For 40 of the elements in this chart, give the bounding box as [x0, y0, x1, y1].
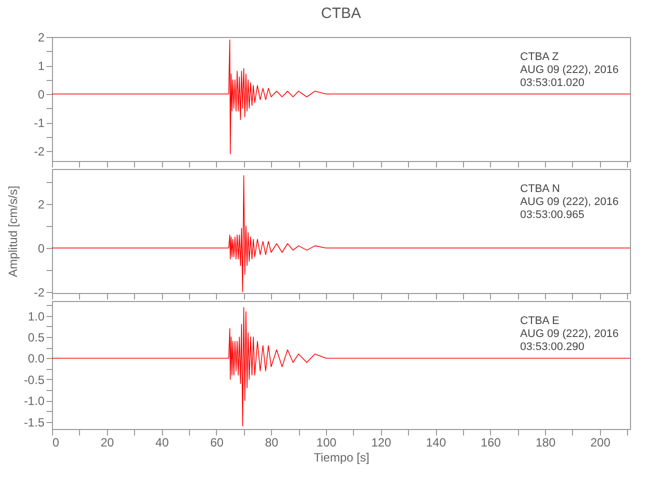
y-tick-label: -0.5 [24, 372, 45, 387]
annotation: 03:53:00.965 [520, 209, 584, 221]
x-axis-title: Tiempo [s] [314, 450, 370, 464]
x-tick-label: 0 [52, 436, 60, 450]
x-tick-label: 60 [210, 436, 224, 450]
y-tick-label: 2 [38, 198, 45, 212]
y-tick-label: 0.5 [28, 330, 45, 345]
y-tick-label: 2 [38, 30, 45, 44]
line-series [52, 175, 630, 292]
line-series [52, 39, 630, 154]
annotation: CTBA Z [520, 51, 559, 63]
y-axis-title: Amplitud [cm/s/s] [6, 186, 20, 278]
y-tick-label: 0 [38, 242, 45, 256]
annotation: 03:53:01.020 [520, 77, 584, 89]
y-tick-label: -2 [34, 285, 45, 300]
annotation: AUG 09 (222), 2016 [520, 196, 619, 208]
annotation: AUG 09 (222), 2016 [520, 328, 619, 340]
y-tick-label: -1.5 [24, 415, 45, 430]
y-tick-label: 0 [38, 88, 45, 102]
x-tick-label: 100 [316, 436, 337, 450]
y-tick-label: -1.0 [24, 394, 45, 408]
chart-title: CTBA [320, 5, 362, 22]
x-tick-label: 20 [100, 436, 114, 450]
x-tick-label: 140 [426, 436, 446, 450]
x-tick-label: 200 [590, 436, 611, 450]
y-tick-label: -2 [34, 144, 45, 159]
x-tick-label: 180 [536, 436, 556, 450]
y-tick-label: 1 [38, 59, 45, 74]
line-series [52, 306, 630, 426]
y-tick-label: 0.0 [28, 352, 45, 366]
annotation: 03:53:00.290 [520, 341, 584, 353]
annotation: CTBA E [520, 315, 560, 327]
y-tick-label: 1.0 [28, 309, 45, 324]
x-tick-label: 80 [264, 436, 279, 450]
x-tick-label: 120 [371, 436, 392, 450]
x-tick-label: 160 [480, 436, 502, 450]
annotation: AUG 09 (222), 2016 [520, 64, 619, 76]
y-tick-label: -1 [34, 116, 45, 130]
annotation: CTBA N [520, 183, 560, 195]
x-tick-label: 40 [155, 436, 170, 450]
